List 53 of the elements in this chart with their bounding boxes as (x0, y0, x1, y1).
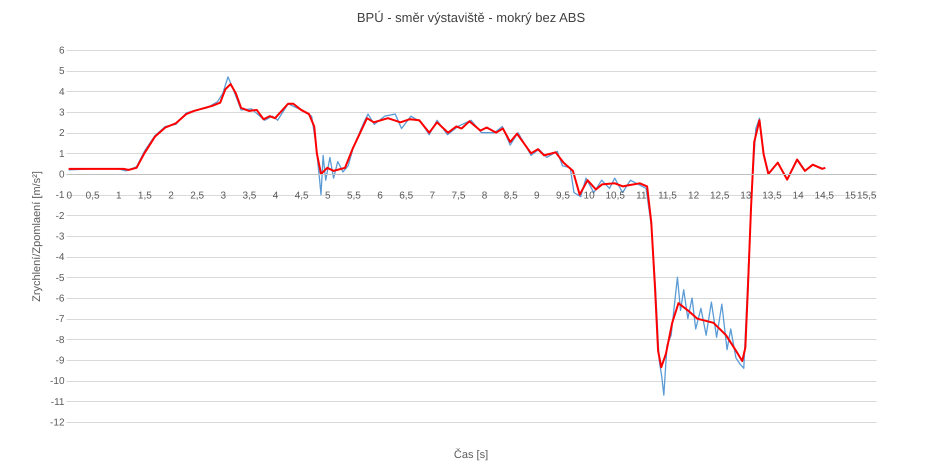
x-tick-label: 4 (272, 190, 279, 202)
y-tick-label: 3 (58, 108, 65, 118)
y-tick-label: 0 (58, 170, 65, 180)
x-tick-label: 2,5 (190, 190, 205, 202)
y-tick-label: -10 (50, 376, 65, 388)
x-tick-label: 1 (116, 190, 122, 202)
x-tick-label: 9,5 (556, 190, 570, 202)
x-tick-label: 11 (636, 190, 647, 202)
x-tick-label: 15,5 (857, 190, 877, 202)
y-tick-label: -12 (50, 418, 65, 428)
x-tick-label: 8 (482, 190, 488, 202)
x-tick-label: 4,5 (294, 190, 310, 202)
y-tick-label: 2 (58, 128, 65, 140)
x-tick-label: 2 (168, 190, 174, 202)
x-tick-label: 12 (688, 190, 700, 202)
x-tick-label: 9 (534, 190, 540, 202)
x-tick-label: 5,5 (346, 190, 362, 202)
x-tick-label: 3 (220, 190, 226, 202)
y-tick-label: -11 (50, 396, 65, 408)
x-tick-label: 10 (584, 190, 596, 202)
y-tick-label: -2 (56, 210, 65, 222)
chart-title: BPÚ - směr výstaviště - mokrý bez ABS (356, 10, 586, 25)
y-tick-label: -7 (56, 314, 65, 326)
x-tick-label: 7,5 (451, 190, 466, 202)
x-tick-label: 14,5 (814, 190, 834, 202)
y-tick-label: -3 (56, 232, 65, 242)
y-tick-label: -6 (56, 294, 65, 304)
y-tick-label: -8 (56, 334, 65, 346)
y-tick-label: -5 (56, 272, 65, 284)
y-tick-label: 5 (58, 66, 65, 78)
x-tick-label: 8,5 (504, 190, 518, 202)
x-tick-label: 12,5 (710, 190, 730, 202)
x-tick-label: 13,5 (762, 190, 782, 202)
x-tick-label: 6 (377, 190, 384, 202)
y-tick-label: -4 (56, 252, 65, 264)
x-tick-label: 5 (325, 190, 332, 202)
y-axis-title: Zrychlení/Zpomlaení [m/s²] (31, 171, 44, 302)
y-tick-label: 1 (58, 148, 65, 160)
x-tick-label: 0 (66, 190, 72, 202)
x-tick-label: 11,5 (658, 190, 678, 202)
y-tick-label: 4 (58, 86, 65, 98)
x-tick-label: 15 (844, 190, 856, 202)
x-tick-label: 0,5 (86, 190, 100, 202)
x-tick-label: 3,5 (242, 190, 257, 202)
x-axis-title: Čas [s] (454, 448, 488, 461)
y-tick-label: -1 (56, 190, 65, 202)
y-tick-label: -9 (56, 356, 65, 366)
x-tick-label: 10,5 (605, 190, 626, 202)
y-tick-label: 6 (58, 46, 65, 56)
x-tick-label: 7 (430, 190, 436, 202)
x-tick-label: 6,5 (399, 190, 414, 202)
x-tick-label: 1,5 (138, 190, 152, 202)
x-tick-label: 14 (792, 190, 804, 202)
